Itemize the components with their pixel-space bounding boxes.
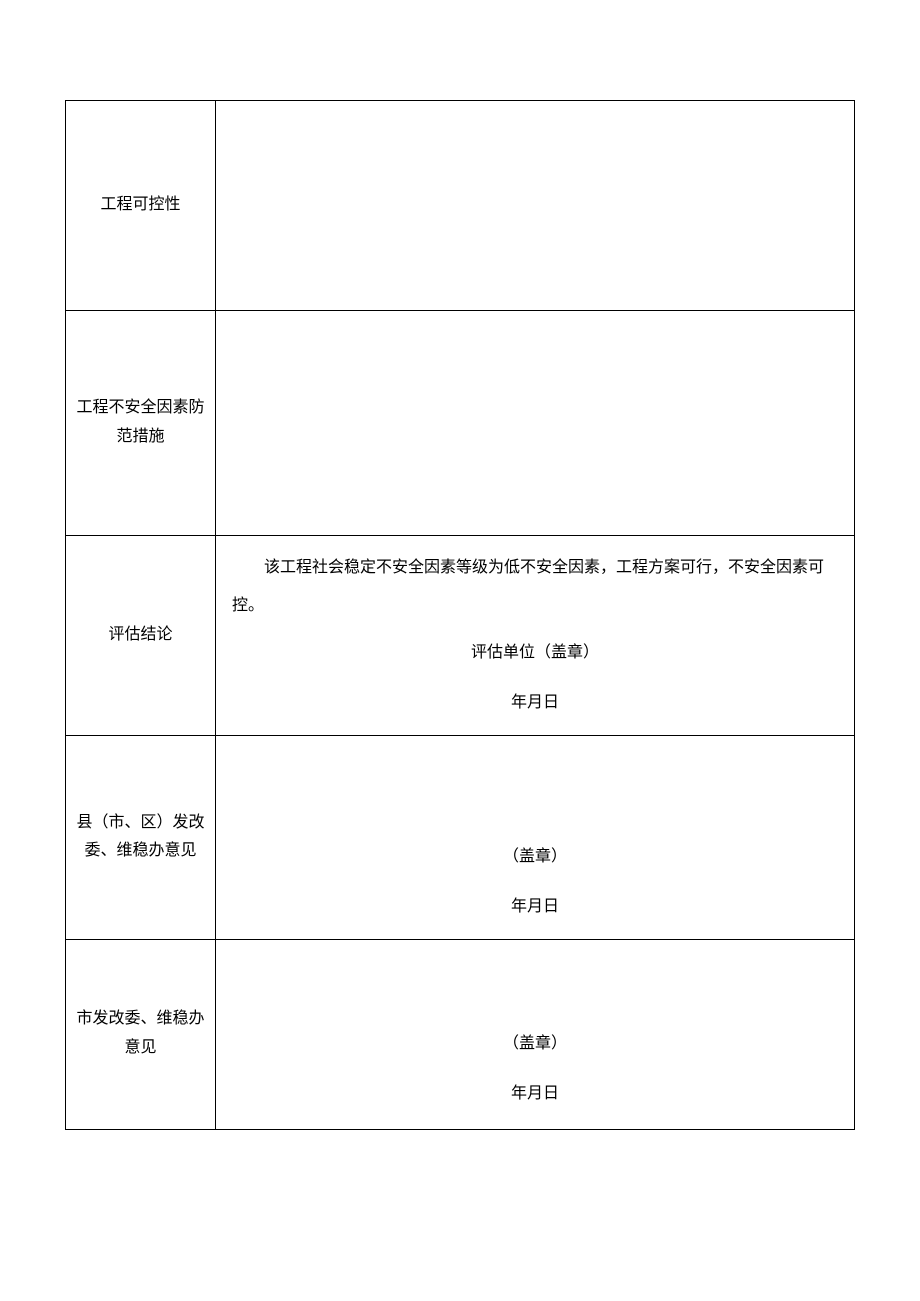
table-row: 工程不安全因素防范措施 xyxy=(66,311,855,536)
stamp-label: （盖章） xyxy=(232,838,838,876)
row-label-city-opinion: 市发改委、维稳办意见 xyxy=(66,939,216,1129)
row-content-controllability xyxy=(216,101,855,311)
row-label-controllability: 工程可控性 xyxy=(66,101,216,311)
row-content-prevention xyxy=(216,311,855,536)
row-label-prevention: 工程不安全因素防范措施 xyxy=(66,311,216,536)
date-label: 年月日 xyxy=(232,1075,838,1113)
date-label: 年月日 xyxy=(232,684,838,722)
date-label: 年月日 xyxy=(232,888,838,926)
table-row: 工程可控性 xyxy=(66,101,855,311)
assessment-form-table: 工程可控性 工程不安全因素防范措施 评估结论 该工程社会稳定不安全因素等级为低不… xyxy=(65,100,855,1130)
row-content-county-opinion: （盖章） 年月日 xyxy=(216,736,855,940)
row-label-conclusion: 评估结论 xyxy=(66,536,216,736)
row-content-conclusion: 该工程社会稳定不安全因素等级为低不安全因素，工程方案可行，不安全因素可控。 评估… xyxy=(216,536,855,736)
table-row: 县（市、区）发改委、维稳办意见 （盖章） 年月日 xyxy=(66,736,855,940)
conclusion-text: 该工程社会稳定不安全因素等级为低不安全因素，工程方案可行，不安全因素可控。 xyxy=(232,549,838,626)
row-label-county-opinion: 县（市、区）发改委、维稳办意见 xyxy=(66,736,216,940)
stamp-label: （盖章） xyxy=(232,1025,838,1063)
table-row: 评估结论 该工程社会稳定不安全因素等级为低不安全因素，工程方案可行，不安全因素可… xyxy=(66,536,855,736)
row-content-city-opinion: （盖章） 年月日 xyxy=(216,939,855,1129)
stamp-label: 评估单位（盖章） xyxy=(232,634,838,672)
table-row: 市发改委、维稳办意见 （盖章） 年月日 xyxy=(66,939,855,1129)
